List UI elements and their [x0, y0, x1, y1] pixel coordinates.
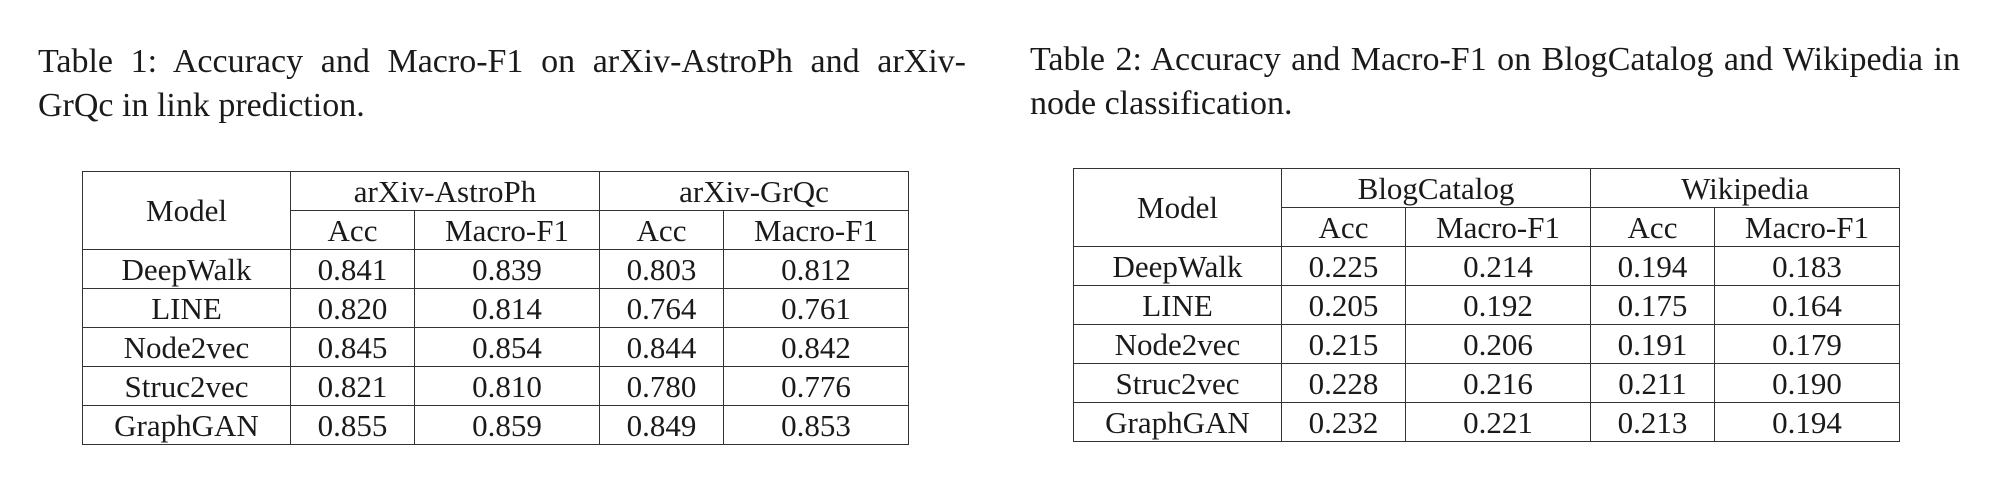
best-value-cell: 0.859 [414, 405, 600, 445]
table-row: Struc2vec 0.228 0.216 0.211 0.190 [1073, 363, 1900, 403]
table-row: LINE 0.820 0.814 0.764 0.761 [82, 288, 909, 328]
model-name-cell: Struc2vec [82, 366, 291, 406]
table-row: DeepWalk 0.841 0.839 0.803 0.812 [82, 249, 909, 289]
value-cell: 0.820 [290, 288, 415, 328]
best-value-cell: 0.232 [1281, 402, 1406, 442]
model-name-cell: DeepWalk [82, 249, 291, 289]
metric-header-cell: Acc [290, 210, 415, 250]
metric-header-cell: Acc [599, 210, 724, 250]
table-subheader-row: Acc Macro-F1 Acc Macro-F1 [83, 210, 909, 250]
model-name-cell: Struc2vec [1073, 363, 1282, 403]
model-header-cell: Model [82, 171, 291, 250]
value-cell: 0.228 [1281, 363, 1406, 403]
metric-header-cell: Acc [1281, 207, 1406, 247]
value-cell: 0.206 [1405, 324, 1591, 364]
value-cell: 0.205 [1281, 285, 1406, 325]
table-2: Model BlogCatalog Wikipedia Acc Macro-F1… [1073, 168, 1900, 442]
value-cell: 0.183 [1714, 246, 1900, 286]
metric-header-cell: Macro-F1 [1714, 207, 1900, 247]
best-value-cell: 0.853 [723, 405, 909, 445]
metric-header-cell: Macro-F1 [1405, 207, 1591, 247]
value-cell: 0.839 [414, 249, 600, 289]
model-name-cell: GraphGAN [1073, 402, 1282, 442]
value-cell: 0.225 [1281, 246, 1406, 286]
value-cell: 0.164 [1714, 285, 1900, 325]
metric-header-cell: Acc [1590, 207, 1715, 247]
value-cell: 0.803 [599, 249, 724, 289]
table-header-row: Model arXiv-AstroPh arXiv-GrQc [82, 171, 909, 250]
metric-header-cell: Macro-F1 [414, 210, 600, 250]
dataset-header-cell: arXiv-AstroPh [290, 171, 600, 211]
best-value-cell: 0.194 [1714, 402, 1900, 442]
value-cell: 0.814 [414, 288, 600, 328]
value-cell: 0.214 [1405, 246, 1591, 286]
value-cell: 0.175 [1590, 285, 1715, 325]
value-cell: 0.211 [1590, 363, 1715, 403]
value-cell: 0.191 [1590, 324, 1715, 364]
table-row: Struc2vec 0.821 0.810 0.780 0.776 [82, 366, 909, 406]
value-cell: 0.812 [723, 249, 909, 289]
value-cell: 0.841 [290, 249, 415, 289]
best-value-cell: 0.855 [290, 405, 415, 445]
table-row-best: GraphGAN 0.232 0.221 0.213 0.194 [1073, 402, 1900, 442]
value-cell: 0.854 [414, 327, 600, 367]
table-row-best: GraphGAN 0.855 0.859 0.849 0.853 [82, 405, 909, 445]
model-name-cell: DeepWalk [1073, 246, 1282, 286]
value-cell: 0.216 [1405, 363, 1591, 403]
value-cell: 0.761 [723, 288, 909, 328]
model-header-cell: Model [1073, 168, 1282, 247]
model-name-cell: Node2vec [82, 327, 291, 367]
dataset-header-cell: Wikipedia [1590, 168, 1900, 208]
model-name-cell: Node2vec [1073, 324, 1282, 364]
value-cell: 0.844 [599, 327, 724, 367]
value-cell: 0.190 [1714, 363, 1900, 403]
dataset-header-cell: arXiv-GrQc [599, 171, 909, 211]
best-value-cell: 0.213 [1590, 402, 1715, 442]
value-cell: 0.780 [599, 366, 724, 406]
table-header-row: Model BlogCatalog Wikipedia [1073, 168, 1900, 247]
table-row: Node2vec 0.215 0.206 0.191 0.179 [1073, 324, 1900, 364]
value-cell: 0.776 [723, 366, 909, 406]
value-cell: 0.215 [1281, 324, 1406, 364]
model-name-cell: LINE [1073, 285, 1282, 325]
table-row: Node2vec 0.845 0.854 0.844 0.842 [82, 327, 909, 367]
best-value-cell: 0.849 [599, 405, 724, 445]
value-cell: 0.845 [290, 327, 415, 367]
table-row: LINE 0.205 0.192 0.175 0.164 [1073, 285, 1900, 325]
value-cell: 0.821 [290, 366, 415, 406]
best-value-cell: 0.221 [1405, 402, 1591, 442]
table-subheader-row: Acc Macro-F1 Acc Macro-F1 [1074, 207, 1900, 247]
value-cell: 0.810 [414, 366, 600, 406]
value-cell: 0.764 [599, 288, 724, 328]
dataset-header-cell: BlogCatalog [1281, 168, 1591, 208]
model-name-cell: LINE [82, 288, 291, 328]
metric-header-cell: Macro-F1 [723, 210, 909, 250]
value-cell: 0.179 [1714, 324, 1900, 364]
table-1-caption: Table 1: Accuracy and Macro-F1 on arXiv-… [38, 43, 966, 124]
model-name-cell: GraphGAN [82, 405, 291, 445]
value-cell: 0.194 [1590, 246, 1715, 286]
value-cell: 0.842 [723, 327, 909, 367]
table-row: DeepWalk 0.225 0.214 0.194 0.183 [1073, 246, 1900, 286]
value-cell: 0.192 [1405, 285, 1591, 325]
table-1: Model arXiv-AstroPh arXiv-GrQc Acc Macro… [82, 171, 909, 445]
table-2-caption: Table 2: Accuracy and Macro-F1 on BlogCa… [1030, 41, 1960, 122]
